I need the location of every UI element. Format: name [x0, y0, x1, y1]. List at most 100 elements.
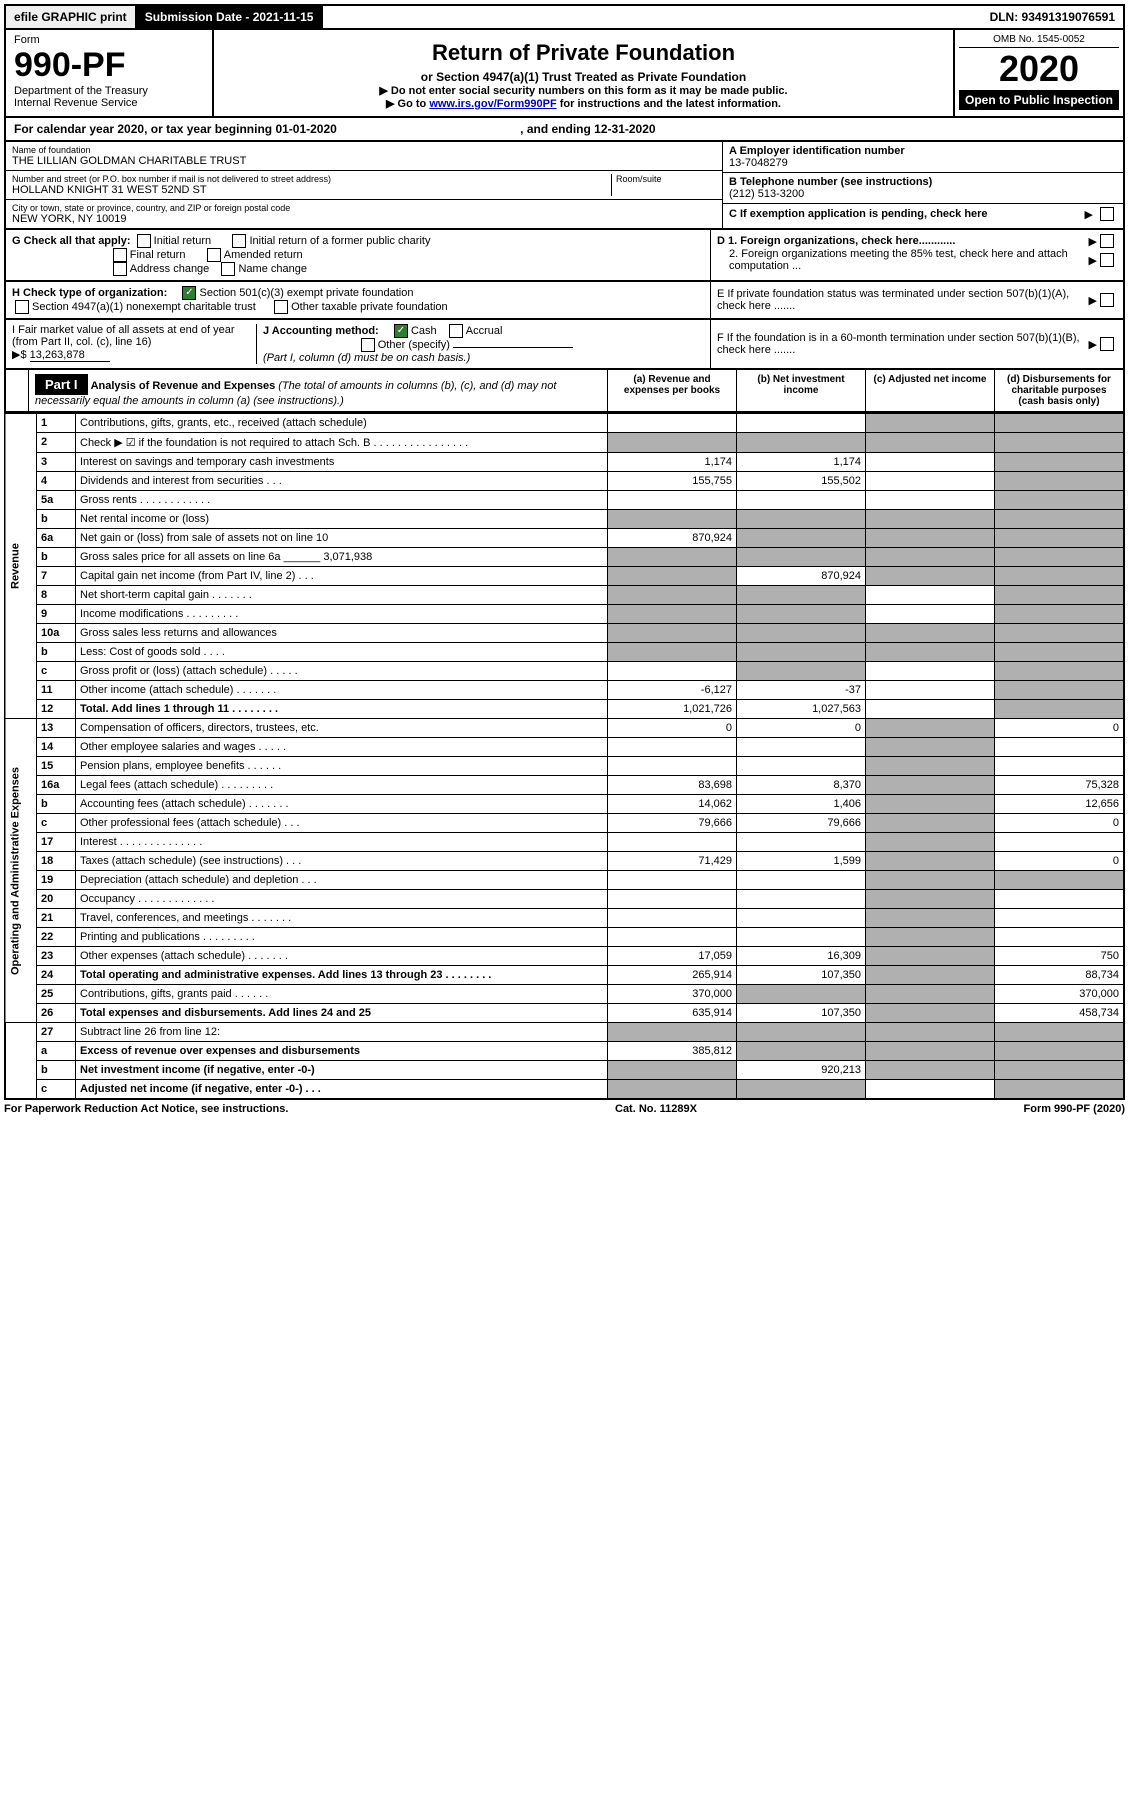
name-change-checkbox[interactable]	[221, 262, 235, 276]
cell-shaded	[737, 643, 866, 662]
cell-value	[995, 757, 1125, 776]
cell-value: 79,666	[608, 814, 737, 833]
cell-value	[608, 491, 737, 510]
foreign-85-checkbox[interactable]	[1100, 253, 1114, 267]
line-description: Subtract line 26 from line 12:	[76, 1023, 608, 1042]
table-row: 19 Depreciation (attach schedule) and de…	[5, 871, 1124, 890]
table-row: 18 Taxes (attach schedule) (see instruct…	[5, 852, 1124, 871]
cell-shaded	[866, 928, 995, 947]
4947-checkbox[interactable]	[15, 300, 29, 314]
cell-value: 265,914	[608, 966, 737, 985]
table-row: b Less: Cost of goods sold . . . .	[5, 643, 1124, 662]
g-opt-4: Address change	[130, 263, 210, 275]
line-number: 17	[37, 833, 76, 852]
cell-value: -6,127	[608, 681, 737, 700]
line-number: 16a	[37, 776, 76, 795]
final-return-checkbox[interactable]	[113, 248, 127, 262]
amended-return-checkbox[interactable]	[207, 248, 221, 262]
cell-value	[866, 586, 995, 605]
cell-value: 14,062	[608, 795, 737, 814]
cell-value	[737, 833, 866, 852]
line-description: Accounting fees (attach schedule) . . . …	[76, 795, 608, 814]
efile-print-button[interactable]: efile GRAPHIC print	[6, 6, 137, 28]
line-description: Net gain or (loss) from sale of assets n…	[76, 529, 608, 548]
line-number: 6a	[37, 529, 76, 548]
cell-value	[737, 909, 866, 928]
col-d-header: (d) Disbursements for charitable purpose…	[994, 370, 1123, 411]
cell-value	[866, 605, 995, 624]
cell-shaded	[866, 529, 995, 548]
line-description: Total operating and administrative expen…	[76, 966, 608, 985]
table-row: 4 Dividends and interest from securities…	[5, 472, 1124, 491]
table-row: 5a Gross rents . . . . . . . . . . . .	[5, 491, 1124, 510]
initial-return-checkbox[interactable]	[137, 234, 151, 248]
line-number: 27	[37, 1023, 76, 1042]
accrual-checkbox[interactable]	[449, 324, 463, 338]
cell-value	[608, 928, 737, 947]
table-row: 8 Net short-term capital gain . . . . . …	[5, 586, 1124, 605]
cal-year-begin: For calendar year 2020, or tax year begi…	[14, 122, 337, 136]
cell-shaded	[866, 738, 995, 757]
line-description: Capital gain net income (from Part IV, l…	[76, 567, 608, 586]
terminated-checkbox[interactable]	[1100, 293, 1114, 307]
cash-checkbox[interactable]	[394, 324, 408, 338]
addr-label: Number and street (or P.O. box number if…	[12, 174, 607, 184]
dollar-arrow: ▶$	[12, 349, 27, 361]
cell-shaded	[995, 871, 1125, 890]
table-row: 23 Other expenses (attach schedule) . . …	[5, 947, 1124, 966]
line-number: 4	[37, 472, 76, 491]
line-description: Adjusted net income (if negative, enter …	[76, 1080, 608, 1100]
expenses-section-label: Operating and Administrative Expenses	[5, 719, 37, 1023]
cell-value	[866, 700, 995, 719]
line-description: Other expenses (attach schedule) . . . .…	[76, 947, 608, 966]
catalog-number: Cat. No. 11289X	[615, 1103, 697, 1115]
foreign-org-checkbox[interactable]	[1100, 234, 1114, 248]
tel-value: (212) 513-3200	[729, 188, 1117, 200]
cell-shaded	[995, 433, 1125, 453]
cell-value: 458,734	[995, 1004, 1125, 1023]
instructions-link[interactable]: www.irs.gov/Form990PF	[429, 98, 556, 110]
line-description: Total expenses and disbursements. Add li…	[76, 1004, 608, 1023]
check-row-h: H Check type of organization: Section 50…	[4, 282, 1125, 320]
cell-value	[737, 928, 866, 947]
table-row: 27 Subtract line 26 from line 12:	[5, 1023, 1124, 1042]
60month-checkbox[interactable]	[1100, 337, 1114, 351]
table-row: 21 Travel, conferences, and meetings . .…	[5, 909, 1124, 928]
note2-suffix: for instructions and the latest informat…	[560, 98, 781, 110]
dept-irs: Internal Revenue Service	[14, 97, 204, 109]
cell-shaded	[995, 700, 1125, 719]
cell-shaded	[608, 1061, 737, 1080]
cell-value: 0	[995, 852, 1125, 871]
cell-shaded	[608, 643, 737, 662]
cell-shaded	[995, 586, 1125, 605]
table-row: 20 Occupancy . . . . . . . . . . . . .	[5, 890, 1124, 909]
cell-shaded	[737, 1023, 866, 1042]
cell-shaded	[995, 681, 1125, 700]
cell-shaded	[866, 966, 995, 985]
line-number: b	[37, 548, 76, 567]
arrow-icon: ▶	[1089, 254, 1097, 267]
cell-shaded	[866, 1061, 995, 1080]
exemption-checkbox[interactable]	[1100, 207, 1114, 221]
cell-value	[866, 491, 995, 510]
address-change-checkbox[interactable]	[113, 262, 127, 276]
cell-value	[866, 681, 995, 700]
cell-shaded	[995, 453, 1125, 472]
cell-shaded	[737, 529, 866, 548]
table-row: 16a Legal fees (attach schedule) . . . .…	[5, 776, 1124, 795]
check-row-ij: I Fair market value of all assets at end…	[4, 320, 1125, 370]
other-taxable-checkbox[interactable]	[274, 300, 288, 314]
cell-value: 155,502	[737, 472, 866, 491]
cell-shaded	[737, 605, 866, 624]
initial-return-former-checkbox[interactable]	[232, 234, 246, 248]
line-number: 13	[37, 719, 76, 738]
form-header: Form 990-PF Department of the Treasury I…	[4, 30, 1125, 118]
tel-cell: B Telephone number (see instructions) (2…	[723, 173, 1123, 204]
tel-label: B Telephone number (see instructions)	[729, 176, 1117, 188]
cell-value	[737, 491, 866, 510]
other-method-checkbox[interactable]	[361, 338, 375, 352]
line-number: 5a	[37, 491, 76, 510]
g-opt-1: Initial return of a former public charit…	[249, 235, 430, 247]
501c3-checkbox[interactable]	[182, 286, 196, 300]
line-number: 19	[37, 871, 76, 890]
